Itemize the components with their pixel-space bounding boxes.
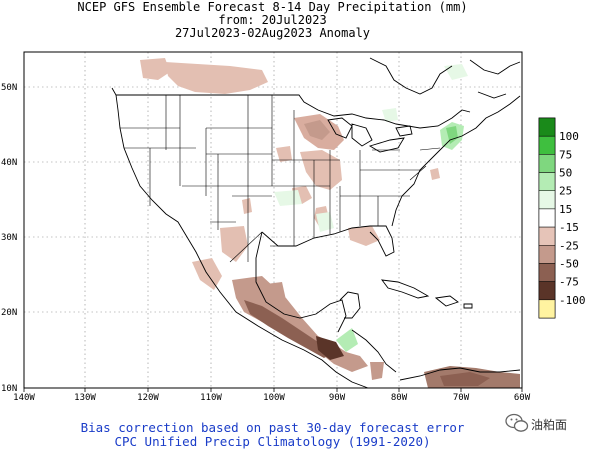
x-tick-label: 120W	[137, 393, 159, 403]
y-tick-label: 20N	[1, 308, 17, 318]
legend-label: -100	[559, 294, 586, 307]
x-tick-label: 130W	[74, 393, 96, 403]
map-background	[24, 52, 522, 388]
watermark: 油粕面	[505, 410, 591, 438]
x-tick-label: 140W	[13, 393, 35, 403]
watermark-text: 油粕面	[531, 418, 568, 432]
legend-swatch	[538, 226, 556, 246]
footer-line-2: CPC Unified Precip Climatology (1991-202…	[114, 434, 431, 449]
x-tick-label: 60W	[514, 393, 531, 403]
title-line-1: NCEP GFS Ensemble Forecast 8-14 Day Prec…	[77, 0, 468, 14]
map-frame	[23, 51, 523, 389]
legend-swatch	[538, 135, 556, 155]
wet-anomaly-areas	[274, 64, 468, 352]
title-line-3: 27Jul2023-02Aug2023 Anomaly	[174, 26, 371, 40]
title-line-2: from: 20Jul2023	[218, 13, 327, 27]
y-tick-label: 40N	[1, 158, 17, 168]
y-tick-label: 50N	[1, 83, 17, 93]
x-tick-label: 110W	[200, 393, 222, 403]
axis-ticks	[23, 388, 523, 392]
legend-swatch	[538, 245, 556, 264]
x-tick-label: 100W	[263, 393, 285, 403]
legend-swatch	[538, 281, 556, 301]
x-tick-label: 80W	[391, 393, 408, 403]
coastlines-and-borders	[111, 57, 521, 389]
y-tick-label: 30N	[1, 233, 17, 243]
legend-label: 25	[559, 185, 572, 198]
legend-label: 100	[559, 130, 579, 143]
legend-swatch	[538, 172, 556, 191]
legend-label: -15	[559, 221, 579, 234]
legend-label: -75	[559, 276, 579, 289]
footer-line-1: Bias correction based on past 30-day for…	[80, 420, 465, 435]
color-legend: 100 75 50 25 15 -15 -25 -50 -75 -100	[538, 117, 586, 319]
legend-label: 15	[559, 203, 572, 216]
legend-swatch	[538, 154, 556, 173]
legend-label: 50	[559, 167, 572, 180]
legend-swatch	[538, 299, 556, 319]
legend-label: -50	[559, 257, 579, 270]
x-tick-label: 90W	[329, 393, 346, 403]
legend-swatch	[538, 263, 556, 282]
legend-swatch	[538, 117, 556, 137]
legend-label: 75	[559, 148, 572, 161]
legend-label: -25	[559, 239, 579, 252]
legend-swatch	[538, 208, 556, 228]
y-tick-label: 10N	[1, 384, 17, 394]
x-tick-label: 70W	[453, 393, 470, 403]
legend-swatch	[538, 190, 556, 210]
wechat-icon	[505, 413, 529, 432]
state-borders	[120, 95, 441, 263]
